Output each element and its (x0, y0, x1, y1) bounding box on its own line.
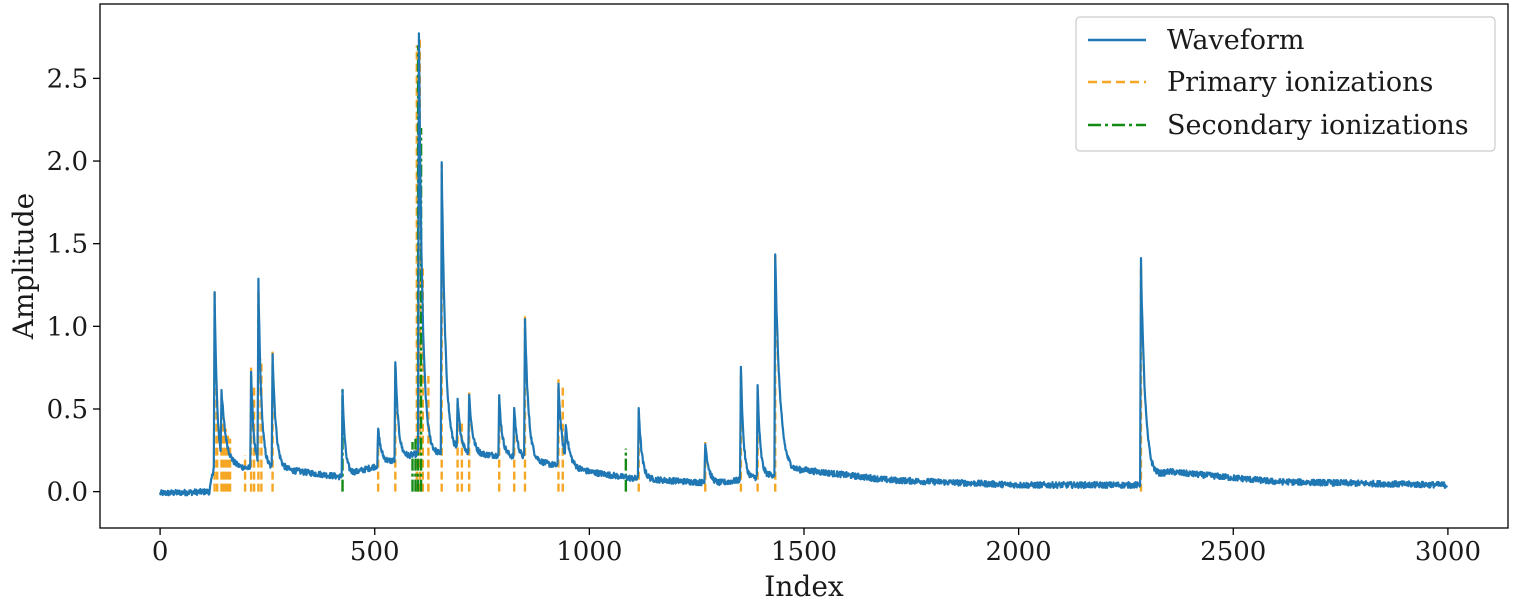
legend-secondary-label: Secondary ionizations (1167, 110, 1469, 141)
x-tick-label: 3000 (1415, 537, 1481, 567)
x-tick-label: 1500 (771, 537, 837, 567)
x-tick-label: 2500 (1200, 537, 1266, 567)
x-tick-label: 0 (152, 537, 169, 567)
x-axis-ticks: 0 500 1000 1500 2000 2500 3000 (152, 528, 1481, 567)
legend-box (1075, 16, 1496, 152)
legend-waveform-label: Waveform (1167, 25, 1305, 56)
waveform-line (159, 32, 1449, 497)
x-tick-label: 1000 (556, 537, 622, 567)
y-tick-label: 0.0 (47, 478, 88, 508)
x-tick-label: 500 (350, 537, 400, 567)
legend: Waveform Primary ionizations Secondary i… (1075, 16, 1496, 152)
x-axis-label: Index (764, 570, 844, 603)
legend-primary-label: Primary ionizations (1167, 67, 1433, 98)
x-tick-label: 2000 (986, 537, 1052, 567)
y-tick-label: 2.0 (47, 147, 88, 177)
y-tick-label: 2.5 (47, 64, 88, 94)
y-tick-label: 0.5 (47, 395, 88, 425)
y-tick-label: 1.0 (47, 312, 88, 342)
ionization-markers (213, 37, 1143, 492)
y-axis-label: Amplitude (7, 193, 40, 340)
y-tick-label: 1.5 (47, 230, 88, 260)
y-axis-ticks: 0.0 0.5 1.0 1.5 2.0 2.5 (47, 64, 100, 508)
